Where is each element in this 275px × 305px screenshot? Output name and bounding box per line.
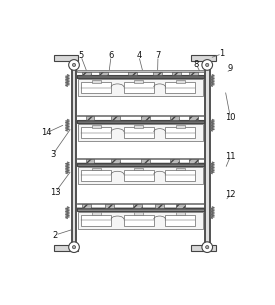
Bar xyxy=(176,125,185,127)
Bar xyxy=(78,167,204,184)
Text: 5: 5 xyxy=(78,52,83,60)
Text: 4: 4 xyxy=(136,52,141,60)
Bar xyxy=(81,82,111,94)
Bar xyxy=(78,212,204,229)
Bar xyxy=(78,79,204,96)
Circle shape xyxy=(202,242,213,253)
Bar xyxy=(81,214,111,226)
Bar xyxy=(54,245,78,251)
Bar xyxy=(134,125,143,127)
Bar xyxy=(76,163,204,166)
Bar xyxy=(92,168,101,170)
Bar xyxy=(92,125,101,127)
Bar xyxy=(86,116,95,120)
Circle shape xyxy=(206,246,209,249)
Text: 8: 8 xyxy=(194,60,199,69)
Bar xyxy=(105,204,114,207)
Bar xyxy=(189,72,198,75)
Text: 12: 12 xyxy=(225,190,236,199)
Bar xyxy=(134,212,143,215)
Bar xyxy=(153,72,162,75)
Text: 3: 3 xyxy=(50,149,56,159)
Bar xyxy=(82,204,91,207)
Text: 2: 2 xyxy=(53,231,58,239)
Circle shape xyxy=(202,59,213,70)
Text: 11: 11 xyxy=(225,152,236,161)
Bar xyxy=(92,212,101,215)
Bar xyxy=(76,120,204,123)
Bar xyxy=(76,158,204,159)
Bar xyxy=(76,207,204,210)
Bar xyxy=(111,116,120,120)
Bar xyxy=(76,70,204,72)
Bar xyxy=(124,82,154,94)
Bar xyxy=(76,75,204,78)
Bar xyxy=(141,116,150,120)
Bar xyxy=(81,170,111,181)
Bar xyxy=(191,55,216,61)
Circle shape xyxy=(206,63,209,66)
Text: 7: 7 xyxy=(155,52,161,60)
Bar xyxy=(166,82,195,94)
Bar xyxy=(99,72,108,75)
Bar xyxy=(189,116,198,120)
Bar xyxy=(191,245,216,251)
Bar xyxy=(81,127,111,138)
Bar xyxy=(76,203,204,204)
Bar xyxy=(111,159,120,163)
Text: 1: 1 xyxy=(219,49,225,58)
Text: 6: 6 xyxy=(108,52,114,60)
Bar xyxy=(134,168,143,170)
Circle shape xyxy=(69,59,79,70)
Text: 13: 13 xyxy=(50,188,60,197)
Bar xyxy=(172,72,181,75)
Circle shape xyxy=(69,242,79,253)
Bar xyxy=(124,127,154,138)
Bar xyxy=(86,159,95,163)
Bar xyxy=(72,57,76,251)
Bar xyxy=(76,115,204,116)
Bar xyxy=(124,214,154,226)
Bar xyxy=(176,80,185,83)
Bar xyxy=(170,116,179,120)
Bar xyxy=(92,80,101,83)
Bar xyxy=(141,159,150,163)
Bar xyxy=(134,80,143,83)
Bar xyxy=(166,214,195,226)
Bar xyxy=(128,72,137,75)
Bar xyxy=(176,204,185,207)
Bar xyxy=(205,57,210,251)
Bar xyxy=(170,159,179,163)
Bar xyxy=(166,170,195,181)
Bar xyxy=(78,124,204,141)
Bar xyxy=(133,204,142,207)
Bar xyxy=(166,127,195,138)
Bar xyxy=(124,170,154,181)
Bar xyxy=(189,159,198,163)
Circle shape xyxy=(72,246,76,249)
Bar xyxy=(54,55,78,61)
Bar xyxy=(82,72,91,75)
Text: 14: 14 xyxy=(42,128,52,137)
Bar xyxy=(155,204,164,207)
Text: 9: 9 xyxy=(228,64,233,73)
Bar xyxy=(176,168,185,170)
Text: 10: 10 xyxy=(225,113,236,122)
Circle shape xyxy=(72,63,76,66)
Bar xyxy=(176,212,185,215)
